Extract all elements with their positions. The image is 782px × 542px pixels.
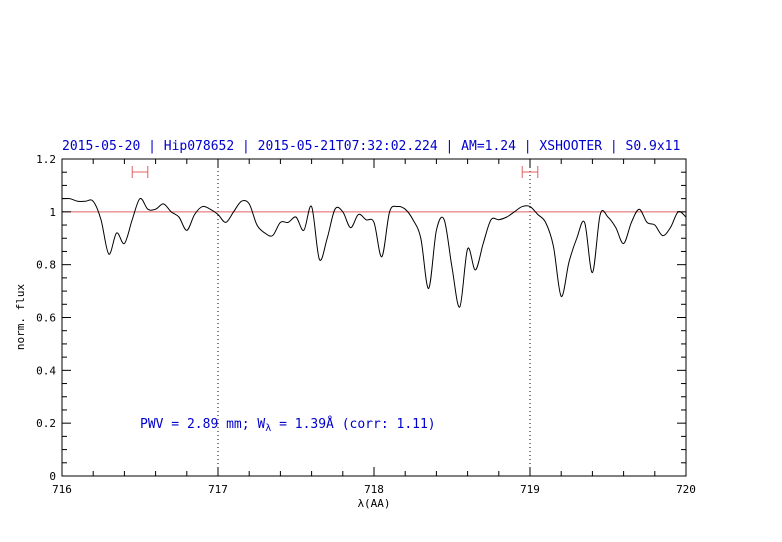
continuum-range-0: [131, 166, 149, 178]
x-tick-label: 716: [52, 483, 72, 496]
y-tick-labels: 0 0.2 0.4 0.6 0.8 1 1.2: [36, 153, 56, 483]
annotation-prefix: PWV = 2.89 mm; W: [140, 417, 265, 432]
y-tick-label: 1: [49, 206, 56, 219]
y-axis-label: norm. flux: [14, 284, 27, 351]
axis-ticks: [61, 158, 687, 477]
chart-title: 2015-05-20 | Hip078652 | 2015-05-21T07:3…: [62, 139, 680, 154]
y-tick-label: 0.2: [36, 417, 56, 430]
x-tick-label: 719: [520, 483, 540, 496]
annotation-subscript: λ: [265, 423, 271, 434]
x-axis-label: λ(AA): [357, 497, 390, 510]
x-tick-label: 717: [208, 483, 228, 496]
y-tick-label: 0.4: [36, 364, 56, 377]
pwv-annotation: PWV = 2.89 mm; Wλ = 1.39Å (corr: 1.11): [140, 416, 436, 434]
annotation-suffix: = 1.39Å (corr: 1.11): [271, 416, 435, 432]
y-tick-label: 0.6: [36, 312, 56, 325]
series-layer: [61, 197, 687, 308]
continuum-range-1: [521, 166, 539, 178]
x-tick-label: 718: [364, 483, 384, 496]
y-tick-label: 0: [49, 470, 56, 483]
y-tick-label: 1.2: [36, 153, 56, 166]
spectrum-line-0: [61, 197, 687, 308]
continuum-range-layer: [131, 166, 539, 178]
x-tick-labels: 716 717 718 719 720: [52, 483, 696, 496]
x-tick-label: 720: [676, 483, 696, 496]
y-tick-label: 0.8: [36, 259, 56, 272]
